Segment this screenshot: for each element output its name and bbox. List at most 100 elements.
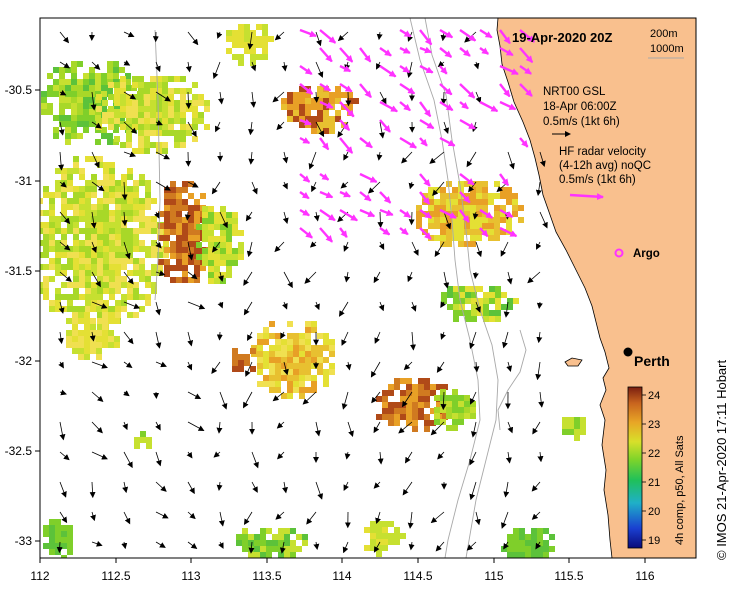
sst-pixel [182,181,188,187]
sst-pixel [483,292,489,298]
current-arrow [539,151,546,168]
sst-pixel [531,534,537,540]
current-arrow [401,151,413,164]
sst-pixel [459,292,465,298]
sst-pixel [299,98,305,104]
sst-pixel [500,187,506,193]
sst-pixel [176,241,182,247]
sst-pixel [71,91,77,97]
sst-pixel [138,76,144,82]
sst-pixel [269,345,275,351]
sst-pixel [102,342,108,348]
current-arrow [282,211,289,224]
sst-pixel [72,348,78,354]
sst-pixel [244,48,250,54]
sst-pixel [263,363,269,369]
sst-pixel [208,260,214,266]
sst-pixel [109,168,115,174]
y-tick-label: -30.5 [5,83,33,97]
sst-pixel [139,264,145,270]
sst-pixel [127,186,133,192]
sst-pixel [139,180,145,186]
sst-pixel [537,528,543,534]
sst-pixel [188,205,194,211]
sst-pixel [263,327,269,333]
current-arrow [539,211,548,229]
sst-pixel [67,252,73,258]
sst-pixel [465,310,471,316]
sst-pixel [97,240,103,246]
current-arrow [532,421,541,435]
sst-pixel [208,272,214,278]
sst-pixel [196,242,202,248]
sst-pixel [257,357,263,363]
sst-pixel [418,414,424,420]
sst-pixel [275,351,281,357]
sst-pixel [90,348,96,354]
sst-pixel [109,306,115,312]
model-current-arrows [56,31,548,554]
sst-pixel [244,36,250,42]
sst-pixel [79,198,85,204]
sst-pixel [103,300,109,306]
sst-pixel [238,42,244,48]
sst-pixel [317,104,323,110]
sst-pixel [79,270,85,276]
sst-pixel [73,276,79,282]
sst-pixel [226,48,232,54]
sst-pixel [446,217,452,223]
sst-pixel [263,381,269,387]
depth-1000m-label: 1000m [650,43,684,55]
sst-pixel [453,298,459,304]
sst-pixel [323,92,329,98]
sst-pixel [446,235,452,241]
sst-pixel [72,342,78,348]
current-arrow [378,301,385,312]
sst-pixel [127,168,133,174]
argo-marker[interactable] [614,248,624,258]
sst-pixel [91,234,97,240]
sst-pixel [145,198,151,204]
radar-arrow [479,28,493,39]
sst-pixel [71,133,77,139]
sst-pixel [494,235,500,241]
sst-pixel [382,408,388,414]
sst-pixel [40,252,43,258]
sst-pixel [305,321,311,327]
sst-pixel [133,264,139,270]
sst-pixel [138,88,144,94]
radar-arrow [519,137,529,148]
sst-pixel [85,270,91,276]
sst-pixel [156,76,162,82]
sst-pixel [293,339,299,345]
sst-pixel [168,130,174,136]
sst-pixel [138,100,144,106]
current-arrow [59,421,66,441]
sst-pixel [67,198,73,204]
sst-pixel [115,252,121,258]
sst-pixel [53,127,59,133]
sst-pixel [317,363,323,369]
sst-pixel [562,417,568,423]
sst-pixel [568,417,574,423]
perth-marker[interactable] [623,347,633,357]
current-arrow [280,331,286,340]
sst-pixel [47,91,53,97]
sst-pixel [465,298,471,304]
sst-pixel [77,121,83,127]
sst-pixel [79,282,85,288]
sst-pixel [133,198,139,204]
sst-pixel [287,321,293,327]
sst-pixel [91,282,97,288]
sst-pixel [151,228,157,234]
sst-pixel [53,91,59,97]
current-arrow [155,511,169,519]
x-tick-label: 115.5 [554,569,583,583]
sst-pixel [67,264,73,270]
current-arrow [503,481,510,498]
sst-pixel [97,294,103,300]
sst-pixel [311,375,317,381]
sst-pixel [418,396,424,402]
current-arrow [279,541,286,554]
sst-pixel [103,228,109,234]
